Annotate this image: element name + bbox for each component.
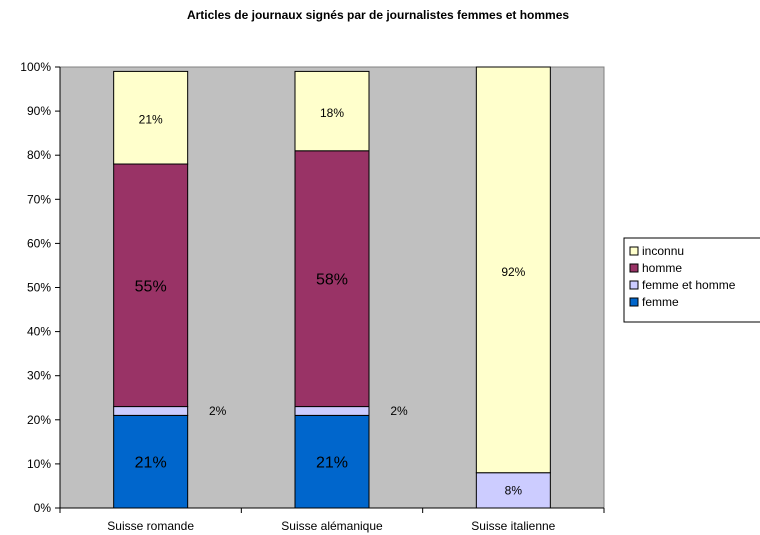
data-label: 18% — [320, 106, 344, 120]
bar-segment — [475, 66, 551, 474]
x-tick-label: Suisse romande — [107, 519, 194, 533]
y-tick-label: 30% — [27, 369, 51, 383]
bars: 21% 2% 55% 21% 21% 2% 58% 18% 8% 92% — [113, 66, 551, 509]
legend-swatch — [629, 280, 639, 290]
x-tick-label: Suisse italienne — [471, 519, 555, 533]
legend-label: femme — [642, 295, 679, 309]
chart-title: Articles de journaux signés par de journ… — [187, 8, 569, 22]
bar-segment — [294, 70, 370, 152]
y-tick-label: 60% — [27, 236, 51, 250]
data-label: 21% — [139, 113, 163, 127]
data-label: 8% — [505, 483, 523, 497]
y-tick-label: 20% — [27, 413, 51, 427]
data-label: 58% — [316, 272, 348, 289]
y-tick-label: 70% — [27, 192, 51, 206]
y-axis: 0% 10% 20% 30% 40% 50% 60% 70% 80% 90% 100% — [20, 60, 61, 515]
y-tick-label: 80% — [27, 148, 51, 162]
bar-segment — [113, 70, 189, 165]
bar-segment — [294, 150, 370, 408]
x-axis: Suisse romande Suisse alémanique Suisse it… — [59, 507, 605, 533]
bar-segment — [475, 472, 551, 509]
legend-box — [623, 237, 760, 323]
data-label: 21% — [316, 455, 348, 472]
legend: inconnu homme femme et homme femme — [623, 237, 760, 323]
legend-swatch — [629, 297, 639, 307]
bar-segment — [294, 406, 370, 416]
legend-label: homme — [642, 261, 682, 275]
data-label: 2% — [390, 404, 408, 418]
legend-label: femme et homme — [642, 278, 736, 292]
y-tick-label: 100% — [20, 60, 51, 74]
y-tick-label: 50% — [27, 281, 51, 295]
y-tick-label: 90% — [27, 104, 51, 118]
legend-swatch — [629, 263, 639, 273]
x-tick-label: Suisse alémanique — [281, 519, 383, 533]
data-label: 55% — [135, 278, 167, 295]
data-label: 21% — [135, 455, 167, 472]
legend-swatch — [629, 246, 639, 256]
y-tick-label: 40% — [27, 325, 51, 339]
y-tick-label: 10% — [27, 457, 51, 471]
y-tick-label: 0% — [34, 501, 52, 515]
legend-label: inconnu — [642, 244, 684, 258]
data-label: 2% — [209, 404, 227, 418]
data-label: 92% — [501, 265, 525, 279]
bar-segment — [113, 406, 189, 416]
